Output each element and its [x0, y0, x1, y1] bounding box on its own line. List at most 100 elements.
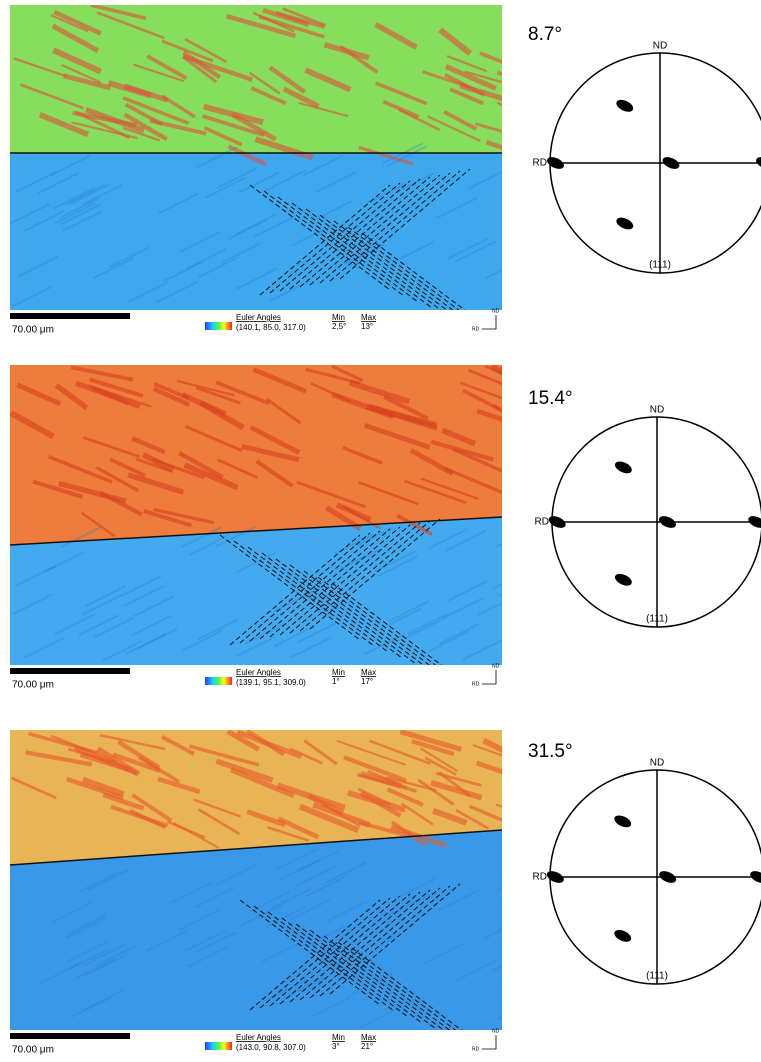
texture-streak — [67, 940, 109, 963]
axis-glyph — [482, 670, 497, 685]
texture-streak — [442, 597, 484, 619]
slip-trace — [333, 220, 454, 310]
pole-spot — [614, 929, 632, 942]
texture-streak — [367, 769, 408, 790]
min-value: 1° — [332, 677, 340, 686]
axis-rd: RD — [472, 681, 480, 687]
axis-nd: ND — [492, 663, 500, 669]
texture-streak — [137, 755, 181, 784]
texture-streak — [312, 199, 354, 222]
texture-streak — [240, 904, 282, 927]
slip-trace — [309, 887, 441, 999]
texture-streak — [294, 865, 336, 888]
axis-rd: RD — [472, 1046, 480, 1052]
texture-streak — [81, 593, 123, 616]
texture-streak — [123, 112, 168, 142]
slip-trace — [319, 214, 448, 310]
texture-streak — [424, 756, 457, 776]
pole-spot — [750, 871, 761, 883]
texture-streak — [386, 787, 424, 807]
ebsd-map — [10, 730, 502, 1030]
slip-trace — [279, 180, 411, 292]
texture-streak — [261, 941, 303, 963]
texture-streak — [182, 54, 253, 82]
texture-streak — [70, 365, 134, 382]
texture-streak — [236, 268, 277, 290]
ebsd-map — [10, 5, 502, 310]
texture-streak — [479, 51, 502, 64]
texture-streak — [382, 99, 420, 119]
pole-spot — [616, 217, 634, 230]
texture-streak — [24, 636, 66, 659]
texture-streak — [495, 542, 502, 548]
pole-plane: (111) — [646, 614, 668, 625]
euler-values: (143.0, 90.8, 307.0) — [236, 1043, 306, 1052]
texture-streak — [37, 172, 79, 195]
texture-streak — [347, 790, 406, 813]
texture-streak — [197, 808, 241, 836]
texture-streak — [62, 210, 104, 232]
texture-streak — [368, 739, 431, 765]
texture-streak — [215, 525, 257, 548]
texture-streak — [467, 170, 502, 190]
texture-streak — [438, 27, 473, 56]
texture-streak — [195, 931, 237, 954]
texture-streak — [250, 86, 287, 106]
texture-streak — [269, 888, 311, 910]
map-top — [10, 5, 502, 153]
texture-streak — [157, 776, 201, 794]
pole-spot — [616, 99, 634, 112]
slip-trace — [247, 546, 389, 653]
texture-streak — [66, 916, 108, 939]
slip-trace — [319, 172, 451, 284]
texture-streak — [254, 136, 314, 161]
tilt-angle: 15.4° — [528, 388, 573, 409]
texture-streak — [153, 507, 215, 525]
texture-streak — [161, 94, 196, 119]
texture-streak — [180, 526, 222, 549]
texture-streak — [156, 281, 198, 303]
texture-streak — [406, 616, 448, 639]
slip-trace — [299, 176, 431, 288]
texture-streak — [205, 176, 247, 199]
color-key — [205, 677, 232, 685]
texture-streak — [338, 549, 379, 571]
texture-streak — [376, 555, 418, 578]
texture-streak — [447, 237, 489, 260]
texture-streak — [358, 145, 414, 166]
max-label: Max — [361, 313, 376, 322]
slip-trace — [275, 558, 417, 665]
texture-streak — [17, 255, 59, 278]
slip-trace — [329, 883, 461, 995]
texture-streak — [112, 752, 161, 773]
texture-streak — [277, 816, 320, 840]
texture-streak — [225, 13, 297, 39]
texture-streak — [54, 202, 96, 225]
texture-streak — [374, 22, 418, 50]
texture-streak — [53, 187, 95, 210]
slip-trace — [267, 911, 409, 1018]
texture-streak — [108, 246, 150, 269]
min-value: 2.5° — [332, 322, 346, 331]
texture-streak — [88, 377, 144, 398]
texture-streak — [227, 218, 269, 241]
max-value: 17° — [361, 677, 373, 686]
texture-streak — [54, 613, 96, 636]
texture-streak — [170, 881, 212, 904]
texture-streak — [81, 183, 123, 206]
texture-streak — [178, 451, 224, 480]
texture-streak — [491, 964, 502, 973]
texture-streak — [464, 70, 502, 84]
texture-streak — [472, 744, 502, 757]
texture-streak — [497, 593, 502, 598]
slip-trace — [291, 202, 433, 309]
scale-bar — [10, 313, 130, 319]
texture-streak — [93, 257, 135, 279]
texture-streak — [23, 210, 65, 232]
texture-streak — [386, 145, 428, 168]
texture-streak — [455, 240, 497, 263]
texture-streak — [444, 64, 497, 91]
texture-streak — [129, 808, 167, 830]
texture-streak — [188, 744, 260, 767]
texture-streak — [348, 379, 411, 405]
